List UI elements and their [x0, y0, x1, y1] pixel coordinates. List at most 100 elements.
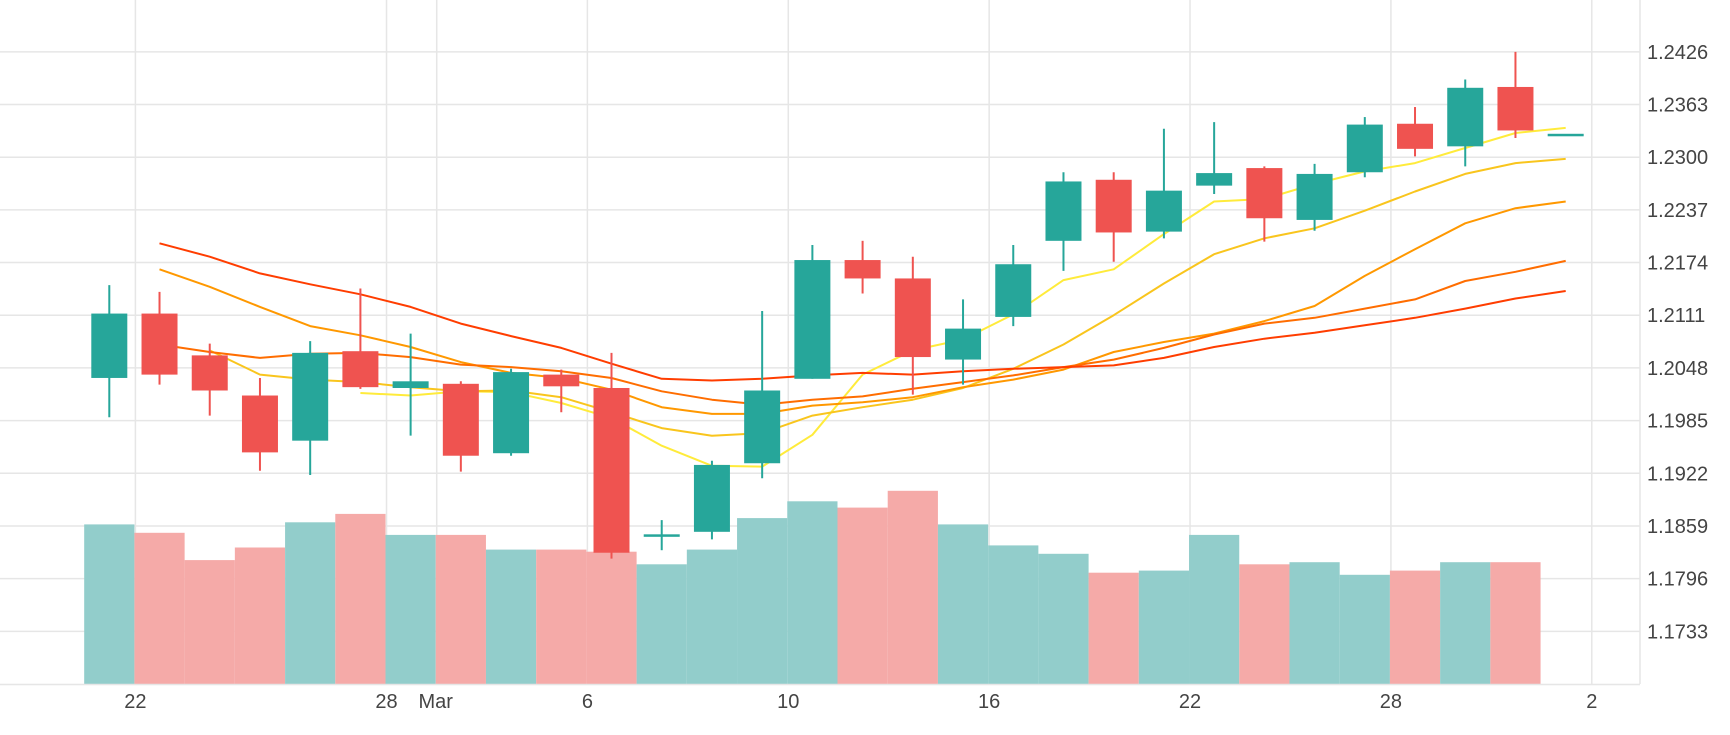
- candle-body: [91, 313, 128, 378]
- candle-body: [442, 383, 479, 456]
- x-tick-label: 2: [1586, 691, 1597, 713]
- candle: [342, 288, 379, 389]
- y-tick-label: 1.2300: [1647, 147, 1708, 169]
- candle-body: [693, 464, 730, 532]
- volume-bar: [1138, 570, 1190, 684]
- candle: [91, 285, 128, 418]
- volume-bar: [184, 560, 235, 684]
- volume-bar: [1189, 534, 1240, 684]
- y-tick-label: 1.1733: [1647, 621, 1708, 643]
- candle: [1196, 122, 1233, 194]
- candle: [191, 343, 228, 416]
- candle-body: [493, 372, 530, 454]
- y-tick-label: 1.2111: [1647, 305, 1705, 327]
- y-tick-label: 1.1859: [1647, 516, 1708, 538]
- candle-body: [241, 395, 278, 453]
- y-tick-label: 1.2237: [1647, 200, 1708, 222]
- moving-average-line: [360, 126, 1566, 468]
- candle: [1547, 133, 1584, 137]
- candle-body: [894, 278, 931, 358]
- candle: [1397, 107, 1434, 157]
- candle-body: [1447, 87, 1484, 147]
- moving-average-line: [159, 259, 1566, 406]
- candle-body: [1095, 179, 1132, 233]
- axes: 1.2426 1.2363 1.2300 1.2237 1.2174 1.2111 1.20…: [0, 0, 1708, 713]
- candle-body: [1547, 133, 1584, 137]
- candle-body: [392, 381, 429, 388]
- candle-body: [1196, 173, 1233, 186]
- candles: [91, 51, 1584, 559]
- moving-average-lines: [159, 126, 1566, 468]
- candle-body: [191, 355, 228, 391]
- moving-average-line: [209, 157, 1566, 437]
- volume-bar: [837, 507, 888, 684]
- volume-bars: [84, 490, 1541, 684]
- candle: [493, 368, 530, 456]
- volume-bar: [737, 518, 788, 684]
- candle: [1346, 117, 1383, 178]
- candle: [794, 245, 831, 379]
- candle: [392, 333, 429, 436]
- candle: [241, 377, 278, 471]
- candle: [543, 369, 580, 413]
- y-tick-label: 1.1985: [1647, 411, 1708, 433]
- candle: [744, 311, 781, 479]
- y-tick-label: 1.2174: [1647, 253, 1708, 275]
- x-tick-label: Mar: [419, 691, 454, 713]
- candle-body: [643, 534, 680, 537]
- candle-body: [995, 264, 1032, 317]
- candle-body: [1397, 123, 1434, 149]
- candle: [1145, 128, 1182, 239]
- volume-bar: [586, 551, 637, 684]
- volume-bar: [1038, 553, 1089, 684]
- x-tick-label: 22: [124, 691, 146, 713]
- candle: [1497, 51, 1534, 138]
- volume-bar: [134, 532, 185, 684]
- volume-bar: [234, 547, 286, 684]
- candle-body: [543, 374, 580, 387]
- candle-body: [744, 390, 781, 464]
- volume-bar: [636, 564, 687, 684]
- volume-bar: [1389, 570, 1441, 684]
- y-tick-label: 1.1796: [1647, 569, 1708, 591]
- candle-body: [593, 387, 630, 553]
- volume-bar: [937, 524, 989, 684]
- x-tick-label: 10: [777, 691, 799, 713]
- candle-body: [1296, 173, 1333, 220]
- candle: [292, 341, 329, 475]
- volume-bar: [485, 549, 537, 684]
- candle-body: [1045, 181, 1082, 241]
- candle-body: [844, 260, 881, 279]
- moving-average-line: [159, 200, 1566, 415]
- volume-bar: [1289, 562, 1340, 684]
- candle-body: [141, 313, 178, 375]
- volume-bar: [988, 545, 1039, 684]
- candle: [693, 460, 730, 540]
- volume-bar: [536, 549, 587, 684]
- volume-bar: [335, 513, 386, 684]
- candle: [1095, 172, 1132, 262]
- candle-body: [1246, 168, 1283, 219]
- candle-body: [945, 328, 982, 360]
- volume-bar: [1339, 574, 1390, 684]
- x-tick-label: 16: [978, 691, 1000, 713]
- x-tick-label: 22: [1179, 691, 1201, 713]
- candle-body: [1145, 190, 1182, 232]
- volume-bar: [385, 534, 436, 684]
- candle-body: [1497, 86, 1534, 131]
- candle-body: [342, 351, 379, 388]
- x-tick-label: 28: [1380, 691, 1402, 713]
- y-tick-label: 1.2363: [1647, 95, 1708, 117]
- candle: [945, 299, 982, 385]
- candle: [442, 381, 479, 472]
- volume-bar: [435, 534, 486, 684]
- candle-body: [1346, 124, 1383, 173]
- volume-bar: [1088, 572, 1139, 684]
- candle: [995, 245, 1032, 327]
- candle: [643, 520, 680, 551]
- candle: [1447, 79, 1484, 167]
- volume-bar: [1440, 562, 1491, 684]
- candle: [1296, 163, 1333, 231]
- y-tick-label: 1.2048: [1647, 358, 1708, 380]
